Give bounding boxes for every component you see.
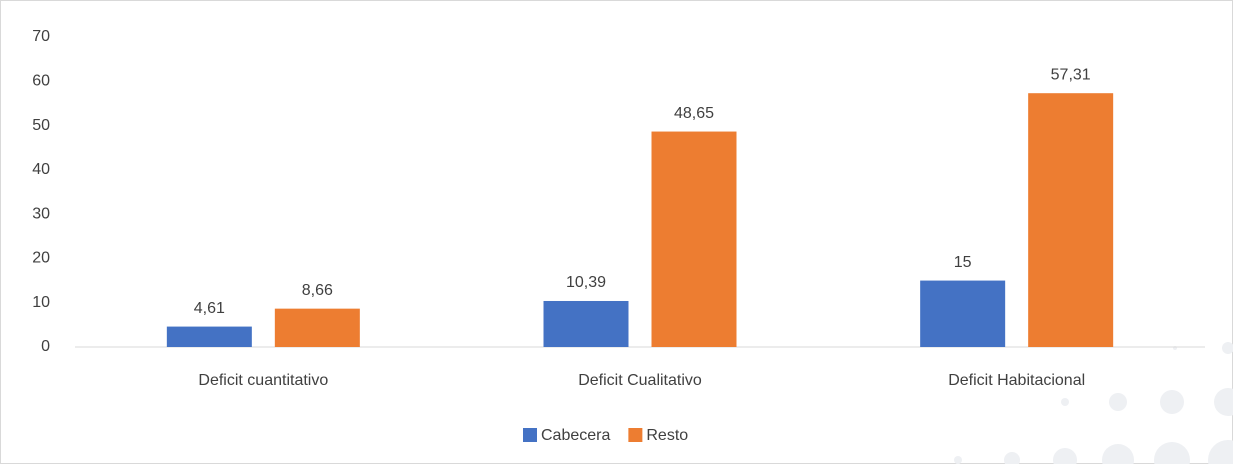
y-tick-label: 60	[32, 73, 50, 90]
data-label: 15	[954, 254, 972, 271]
legend-swatch	[628, 428, 643, 442]
data-label: 8,66	[302, 282, 333, 299]
bar	[920, 280, 1006, 347]
y-tick-label: 70	[32, 28, 50, 45]
data-label: 4,61	[194, 300, 225, 317]
data-label: 57,31	[1051, 66, 1091, 83]
x-tick-label: Deficit Cualitativo	[578, 372, 702, 389]
bar	[543, 300, 629, 347]
bar	[274, 308, 360, 347]
x-tick-label: Deficit cuantitativo	[198, 372, 328, 389]
y-tick-label: 30	[32, 205, 50, 222]
legend-label: Cabecera	[541, 427, 610, 444]
bar	[651, 131, 737, 347]
y-tick-label: 0	[41, 338, 50, 355]
x-tick-label: Deficit Habitacional	[948, 372, 1085, 389]
y-tick-label: 50	[32, 117, 50, 134]
y-tick-label: 10	[32, 294, 50, 311]
legend-swatch	[523, 428, 537, 442]
decoration	[954, 342, 1233, 464]
data-label: 48,65	[674, 105, 714, 122]
bar	[1028, 93, 1114, 347]
y-tick-label: 40	[32, 161, 50, 178]
data-label: 10,39	[566, 274, 606, 291]
legend-label: Resto	[646, 427, 688, 444]
bar	[166, 326, 252, 347]
y-tick-label: 20	[32, 250, 50, 267]
